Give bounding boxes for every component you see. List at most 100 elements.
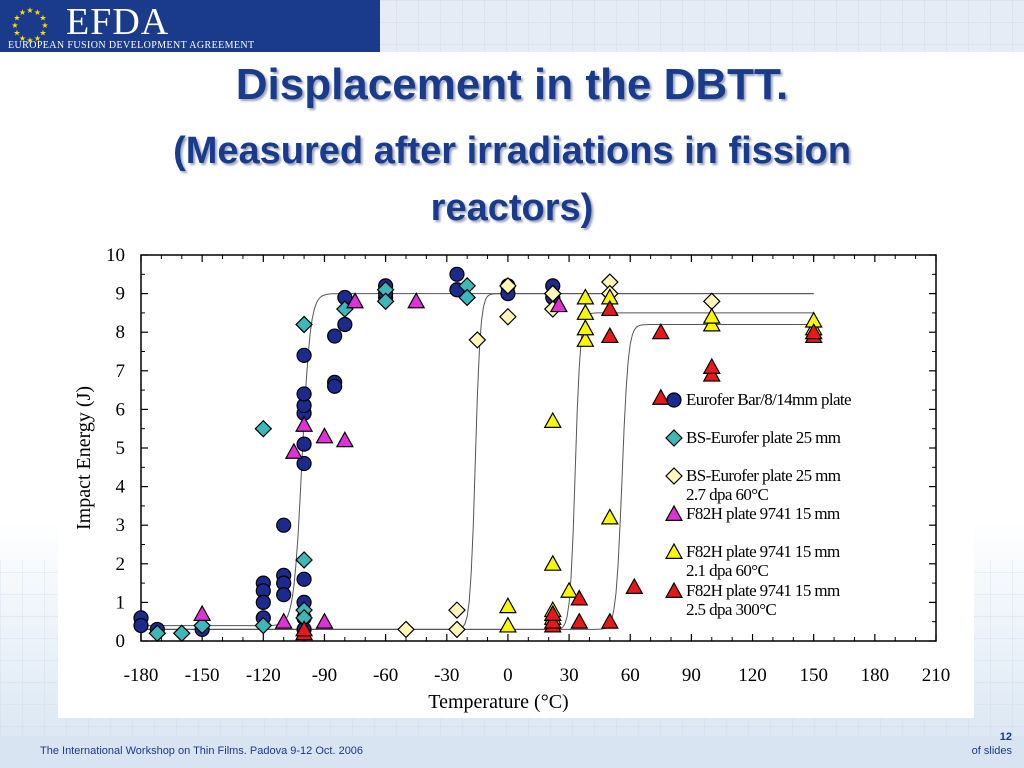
series-eurofer-bar-point bbox=[276, 517, 292, 533]
slide-of-label: of slides bbox=[971, 745, 1012, 757]
y-tick-label: 5 bbox=[116, 438, 126, 459]
series-f82h-300c-point bbox=[651, 322, 670, 340]
y-tick-label: 1 bbox=[116, 592, 126, 613]
series-f82h-300c-point bbox=[600, 326, 619, 344]
series-eurofer-bar-point bbox=[327, 328, 343, 344]
eu-star: ★ bbox=[26, 6, 33, 15]
x-tick-label: 30 bbox=[560, 665, 579, 686]
series-eurofer-bar-point bbox=[133, 617, 149, 634]
series-bs-eurofer-point bbox=[295, 551, 313, 569]
legend-label-sub: 2.7 dpa 60°C bbox=[686, 485, 768, 504]
y-tick-label: 0 bbox=[116, 631, 126, 652]
series-f82h-300c-point bbox=[600, 299, 619, 317]
series-eurofer-bar-point bbox=[327, 378, 343, 394]
series-eurofer-bar-point bbox=[296, 455, 312, 472]
chart-panel bbox=[58, 240, 974, 718]
series-f82h-60c-point bbox=[543, 554, 562, 571]
legend-marker bbox=[664, 542, 684, 559]
legend-marker bbox=[665, 429, 683, 447]
y-tick-label: 7 bbox=[116, 361, 126, 382]
legend-label-sub: 2.1 dpa 60°C bbox=[686, 561, 768, 580]
series-f82h-point bbox=[335, 431, 354, 448]
series-f82h-60c-point bbox=[702, 307, 721, 324]
series-bs-eurofer-point bbox=[295, 315, 313, 334]
footer-workshop-text: The International Workshop on Thin Films… bbox=[40, 745, 364, 757]
series-bs-eurofer-point bbox=[458, 288, 477, 307]
legend-label: Eurofer Bar/8/14mm plate bbox=[686, 390, 851, 409]
series-f82h-300c-point bbox=[570, 612, 589, 629]
series-f82h-300c-point bbox=[600, 612, 619, 629]
logo-subtitle: EUROPEAN FUSION DEVELOPMENT AGREEMENT bbox=[8, 40, 255, 51]
series-f82h-60c-point bbox=[600, 508, 619, 525]
series-f82h-point bbox=[193, 604, 212, 621]
series-f82h-60c-point bbox=[576, 303, 595, 320]
eu-star: ★ bbox=[19, 34, 26, 43]
y-tick-label: 10 bbox=[106, 245, 125, 266]
eu-star: ★ bbox=[34, 34, 41, 43]
series-bs-eurofer-irradiated-point bbox=[499, 307, 517, 326]
series-bs-eurofer-irradiated-point bbox=[468, 331, 487, 349]
series-bs-eurofer-point bbox=[376, 292, 395, 311]
slide-title: Displacement in the DBTT. bbox=[235, 60, 789, 109]
series-bs-eurofer-point bbox=[254, 616, 273, 635]
slide-subtitle-line2: reactors) bbox=[430, 187, 594, 229]
series-bs-eurofer-point bbox=[193, 616, 212, 635]
series-f82h-point bbox=[407, 292, 426, 309]
y-tick-label: 4 bbox=[116, 477, 126, 498]
series-bs-eurofer-irradiated-point bbox=[397, 620, 415, 639]
series-f82h-point bbox=[284, 442, 303, 459]
series-bs-eurofer-point bbox=[148, 624, 167, 643]
y-tick-label: 9 bbox=[116, 284, 126, 305]
x-tick-label: -180 bbox=[124, 665, 159, 686]
legend-label-sub: 2.5 dpa 300°C bbox=[686, 600, 776, 619]
series-f82h-300c-point bbox=[804, 322, 823, 340]
series-bs-eurofer-point bbox=[172, 624, 191, 643]
x-tick-label: -60 bbox=[373, 665, 398, 686]
slide-subtitle-line1: (Measured after irradiations in fission bbox=[173, 130, 851, 172]
series-bs-eurofer-irradiated-point bbox=[543, 284, 562, 303]
series-f82h-point bbox=[549, 295, 568, 313]
series-eurofer-bar-point bbox=[255, 594, 271, 610]
eu-star: ★ bbox=[13, 14, 20, 23]
eu-star: ★ bbox=[26, 36, 33, 44]
legend-marker bbox=[666, 392, 682, 408]
eu-star: ★ bbox=[11, 21, 18, 30]
series-f82h-point bbox=[295, 415, 314, 432]
slide-number: 12 bbox=[999, 731, 1012, 743]
legend-marker bbox=[664, 581, 684, 598]
series-bs-eurofer-point bbox=[254, 419, 273, 438]
series-f82h-300c-point bbox=[625, 577, 644, 594]
series-eurofer-bar-point bbox=[449, 266, 465, 282]
series-f82h-60c-point bbox=[498, 616, 517, 633]
series-f82h-300c-point bbox=[651, 388, 670, 405]
legend-label: BS-Eurofer plate 25 mm bbox=[686, 428, 841, 447]
series-f82h-60c-point bbox=[576, 330, 595, 347]
x-tick-label: 210 bbox=[922, 665, 951, 686]
series-eurofer-bar-point bbox=[296, 436, 312, 452]
series-f82h-60c-point bbox=[576, 319, 595, 336]
eu-star: ★ bbox=[19, 8, 26, 17]
series-bs-eurofer-irradiated-point bbox=[499, 277, 517, 295]
x-tick-label: -90 bbox=[312, 665, 337, 686]
y-axis-label: Impact Energy (J) bbox=[73, 386, 95, 530]
x-tick-label: 90 bbox=[682, 665, 701, 686]
legend-marker bbox=[665, 467, 683, 485]
y-tick-label: 2 bbox=[116, 554, 126, 575]
eu-star: ★ bbox=[34, 8, 41, 17]
series-f82h-300c-point bbox=[570, 589, 589, 606]
eu-star: ★ bbox=[39, 14, 46, 23]
x-tick-label: -150 bbox=[185, 665, 220, 686]
series-f82h-point bbox=[315, 427, 334, 444]
series-f82h-300c-point bbox=[543, 604, 562, 621]
series-f82h-60c-point bbox=[560, 581, 579, 598]
series-eurofer-bar-point bbox=[276, 587, 292, 603]
legend-label: F82H plate 9741 15 mm bbox=[686, 504, 840, 523]
eu-star: ★ bbox=[39, 29, 46, 38]
x-tick-label: 0 bbox=[503, 665, 513, 686]
series-f82h-60c-point bbox=[576, 288, 595, 305]
series-f82h-300c-point bbox=[702, 357, 721, 374]
x-tick-label: 60 bbox=[621, 665, 640, 686]
series-f82h-point bbox=[346, 292, 365, 309]
x-tick-label: 120 bbox=[738, 665, 767, 686]
series-bs-eurofer-irradiated-point bbox=[448, 620, 466, 639]
